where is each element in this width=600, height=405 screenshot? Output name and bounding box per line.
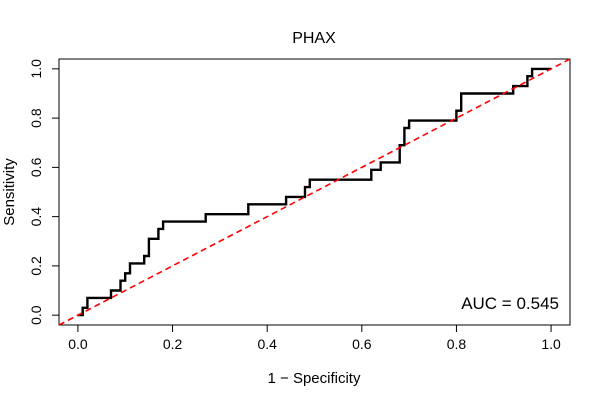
x-tick-label: 0.6 <box>352 336 372 352</box>
x-axis: 0.0 0.2 0.4 0.6 0.8 1.0 <box>68 325 561 352</box>
y-tick-label: 0.4 <box>28 207 44 227</box>
x-tick-label: 0.2 <box>163 336 183 352</box>
plot-frame <box>58 58 571 326</box>
roc-curve-line <box>77 67 552 317</box>
reference-diagonal-line <box>58 58 571 326</box>
y-axis: 0.0 0.2 0.4 0.6 0.8 1.0 <box>28 59 59 325</box>
y-axis-label: Sensitivity <box>1 158 18 226</box>
x-axis-label: 1 − Specificity <box>268 370 361 387</box>
x-tick-label: 1.0 <box>541 336 561 352</box>
y-tick-label: 0.2 <box>28 256 44 276</box>
x-tick-label: 0.8 <box>447 336 467 352</box>
series-layer <box>58 58 571 326</box>
x-tick-label: 0.4 <box>257 336 277 352</box>
chart-title: PHAX <box>292 30 336 47</box>
y-tick-label: 0.6 <box>28 157 44 177</box>
y-tick-label: 1.0 <box>28 59 44 79</box>
x-tick-label: 0.0 <box>68 336 88 352</box>
auc-annotation: AUC = 0.545 <box>461 294 559 313</box>
y-tick-label: 0.8 <box>28 108 44 128</box>
y-tick-label: 0.0 <box>28 305 44 325</box>
